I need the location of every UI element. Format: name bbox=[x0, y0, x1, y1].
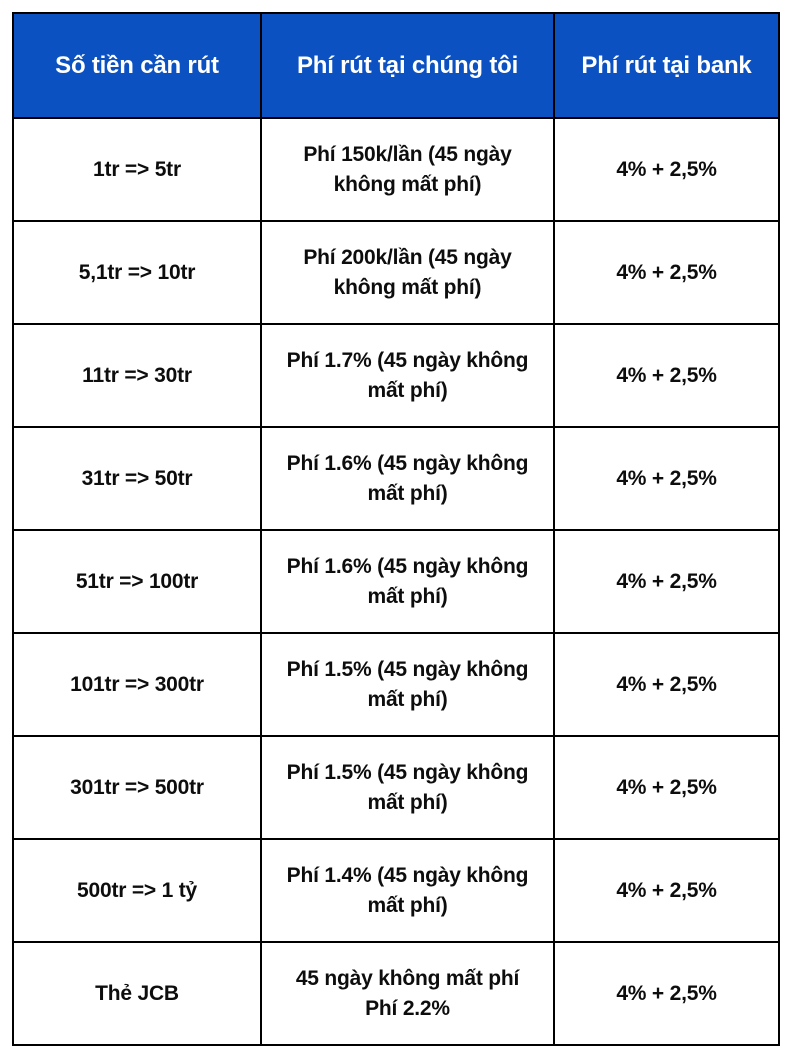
amount-cell: 301tr => 500tr bbox=[12, 735, 262, 840]
bank-fee-cell: 4% + 2,5% bbox=[553, 838, 780, 943]
table-row: 301tr => 500tr Phí 1.5% (45 ngày không m… bbox=[12, 735, 780, 840]
amount-cell: 11tr => 30tr bbox=[12, 323, 262, 428]
amount-cell: 51tr => 100tr bbox=[12, 529, 262, 634]
our-fee-cell: Phí 1.6% (45 ngày không mất phí) bbox=[260, 529, 555, 634]
bank-fee-cell: 4% + 2,5% bbox=[553, 117, 780, 222]
table-row: Thẻ JCB 45 ngày không mất phí Phí 2.2% 4… bbox=[12, 941, 780, 1046]
our-fee-cell: Phí 1.7% (45 ngày không mất phí) bbox=[260, 323, 555, 428]
bank-fee-cell: 4% + 2,5% bbox=[553, 632, 780, 737]
amount-cell: 101tr => 300tr bbox=[12, 632, 262, 737]
bank-fee-cell: 4% + 2,5% bbox=[553, 426, 780, 531]
bank-fee-cell: 4% + 2,5% bbox=[553, 529, 780, 634]
amount-cell: 5,1tr => 10tr bbox=[12, 220, 262, 325]
table-row: 5,1tr => 10tr Phí 200k/lần (45 ngày khôn… bbox=[12, 220, 780, 325]
bank-fee-cell: 4% + 2,5% bbox=[553, 735, 780, 840]
fee-table-header: Số tiền cần rút Phí rút tại chúng tôi Ph… bbox=[12, 12, 780, 119]
table-row: 101tr => 300tr Phí 1.5% (45 ngày không m… bbox=[12, 632, 780, 737]
table-row: 11tr => 30tr Phí 1.7% (45 ngày không mất… bbox=[12, 323, 780, 428]
amount-cell: 500tr => 1 tỷ bbox=[12, 838, 262, 943]
table-row: 1tr => 5tr Phí 150k/lần (45 ngày không m… bbox=[12, 117, 780, 222]
fee-table-body: 1tr => 5tr Phí 150k/lần (45 ngày không m… bbox=[12, 117, 780, 1046]
our-fee-cell: Phí 1.5% (45 ngày không mất phí) bbox=[260, 632, 555, 737]
fee-table: Số tiền cần rút Phí rút tại chúng tôi Ph… bbox=[12, 12, 780, 1046]
our-fee-cell: Phí 200k/lần (45 ngày không mất phí) bbox=[260, 220, 555, 325]
our-fee-cell: Phí 150k/lần (45 ngày không mất phí) bbox=[260, 117, 555, 222]
bank-fee-cell: 4% + 2,5% bbox=[553, 941, 780, 1046]
our-fee-cell: 45 ngày không mất phí Phí 2.2% bbox=[260, 941, 555, 1046]
amount-cell: Thẻ JCB bbox=[12, 941, 262, 1046]
bank-fee-cell: 4% + 2,5% bbox=[553, 220, 780, 325]
table-row: 51tr => 100tr Phí 1.6% (45 ngày không mấ… bbox=[12, 529, 780, 634]
header-cell-our-fee: Phí rút tại chúng tôi bbox=[260, 12, 555, 119]
header-row: Số tiền cần rút Phí rút tại chúng tôi Ph… bbox=[12, 12, 780, 119]
header-cell-amount: Số tiền cần rút bbox=[12, 12, 262, 119]
bank-fee-cell: 4% + 2,5% bbox=[553, 323, 780, 428]
table-row: 31tr => 50tr Phí 1.6% (45 ngày không mất… bbox=[12, 426, 780, 531]
our-fee-cell: Phí 1.6% (45 ngày không mất phí) bbox=[260, 426, 555, 531]
our-fee-cell: Phí 1.5% (45 ngày không mất phí) bbox=[260, 735, 555, 840]
table-row: 500tr => 1 tỷ Phí 1.4% (45 ngày không mấ… bbox=[12, 838, 780, 943]
our-fee-cell: Phí 1.4% (45 ngày không mất phí) bbox=[260, 838, 555, 943]
amount-cell: 31tr => 50tr bbox=[12, 426, 262, 531]
amount-cell: 1tr => 5tr bbox=[12, 117, 262, 222]
header-cell-bank-fee: Phí rút tại bank bbox=[553, 12, 780, 119]
